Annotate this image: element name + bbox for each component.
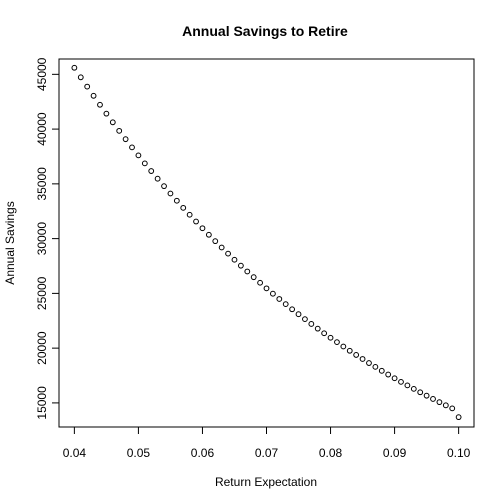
data-point <box>231 256 238 263</box>
data-point <box>398 378 404 385</box>
y-tick-label: 40000 <box>35 112 49 146</box>
plot-frame <box>58 58 475 428</box>
y-tick-label: 30000 <box>35 222 49 256</box>
data-point <box>417 389 424 396</box>
x-tick-label: 0.06 <box>191 446 215 460</box>
data-point <box>346 347 353 354</box>
chart-title: Annual Savings to Retire <box>182 23 348 39</box>
data-point <box>423 392 430 399</box>
data-point <box>71 64 78 71</box>
x-tick-label: 0.08 <box>319 446 343 460</box>
data-point <box>366 360 372 366</box>
y-axis: 15000 20000 25000 30000 35000 40000 45000 <box>35 57 60 420</box>
data-point <box>410 385 417 392</box>
data-point <box>314 325 321 332</box>
y-tick-label: 15000 <box>35 386 49 420</box>
x-axis: 0.04 0.05 0.06 0.07 0.08 0.09 0.10 <box>63 426 471 460</box>
data-point <box>154 175 161 182</box>
data-point <box>321 330 328 337</box>
data-point <box>97 101 103 108</box>
data-point <box>282 301 289 308</box>
data-point <box>404 382 411 389</box>
data-point <box>263 285 270 292</box>
data-point <box>455 414 462 421</box>
data-point <box>430 396 436 402</box>
data-point <box>442 402 449 409</box>
data-point <box>449 405 456 412</box>
data-point <box>359 356 366 362</box>
data-point <box>161 183 167 190</box>
data-point <box>289 306 296 313</box>
data-point <box>148 168 155 174</box>
data-point <box>295 311 302 318</box>
data-point <box>167 190 174 197</box>
data-point <box>276 296 283 302</box>
data-points <box>71 64 462 421</box>
data-point <box>378 367 385 374</box>
data-point <box>436 399 443 406</box>
x-tick-label: 0.09 <box>383 446 407 460</box>
data-point <box>302 316 308 323</box>
data-point <box>77 74 84 81</box>
x-tick-label: 0.05 <box>127 446 151 460</box>
data-point <box>257 279 263 286</box>
data-point <box>334 339 340 346</box>
data-point <box>186 211 193 218</box>
data-point <box>327 334 334 341</box>
data-point <box>237 262 244 269</box>
data-point <box>90 92 97 99</box>
data-point <box>225 250 231 257</box>
data-point <box>103 110 110 117</box>
data-point <box>205 231 212 238</box>
data-point <box>372 363 379 370</box>
data-point <box>218 244 225 251</box>
y-axis-label: Annual Savings <box>3 201 17 284</box>
data-point <box>244 268 251 275</box>
y-tick-label: 25000 <box>35 276 49 310</box>
x-tick-label: 0.04 <box>63 446 87 460</box>
data-point <box>308 321 315 327</box>
data-point <box>385 371 392 378</box>
data-point <box>122 136 129 143</box>
data-point <box>116 127 123 134</box>
data-point <box>135 152 142 159</box>
x-tick-label: 0.10 <box>447 446 471 460</box>
data-point <box>212 238 219 245</box>
data-point <box>353 352 360 358</box>
data-point <box>391 375 398 382</box>
y-tick-label: 45000 <box>35 57 49 91</box>
data-point <box>109 119 116 126</box>
y-tick-label: 20000 <box>35 331 49 365</box>
data-point <box>340 343 347 350</box>
data-point <box>129 144 135 151</box>
data-point <box>250 274 257 281</box>
x-axis-label: Return Expectation <box>215 475 317 489</box>
data-point <box>84 83 91 90</box>
data-point <box>141 160 148 167</box>
data-point <box>270 290 276 297</box>
data-point <box>199 225 206 232</box>
data-point <box>193 218 199 225</box>
x-tick-label: 0.07 <box>255 446 279 460</box>
data-point <box>173 197 180 204</box>
y-tick-label: 35000 <box>35 167 49 201</box>
data-point <box>180 204 187 211</box>
